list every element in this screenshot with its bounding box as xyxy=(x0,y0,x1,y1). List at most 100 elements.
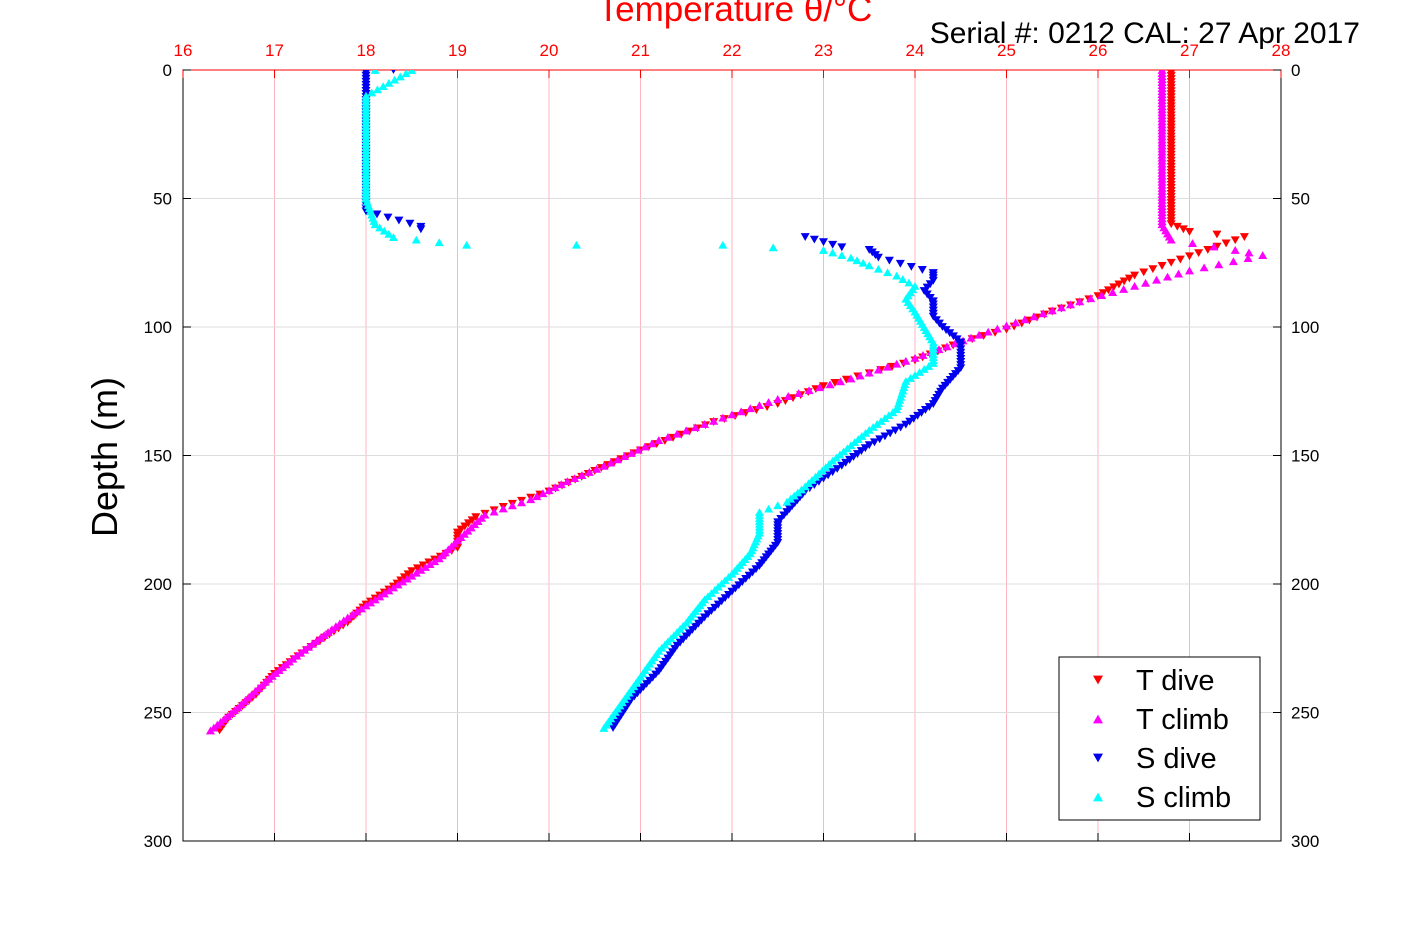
data-point xyxy=(420,563,430,571)
data-point xyxy=(647,439,657,448)
data-point xyxy=(901,356,911,365)
y-tick-label-right: 200 xyxy=(1291,575,1319,594)
data-point xyxy=(367,88,377,97)
data-point xyxy=(405,219,415,228)
data-point xyxy=(411,235,421,244)
data-point xyxy=(347,610,357,619)
data-point xyxy=(905,374,915,382)
data-point xyxy=(966,333,976,342)
data-point xyxy=(1228,257,1238,266)
data-point xyxy=(498,504,508,513)
data-point xyxy=(395,72,405,81)
data-point xyxy=(884,256,894,265)
y-tick-label-left: 0 xyxy=(163,61,172,80)
data-point xyxy=(880,432,890,441)
legend: T dive T climb S dive S climb xyxy=(1058,656,1261,821)
data-point xyxy=(1258,251,1268,259)
data-point xyxy=(383,213,393,222)
y-tick-label-right: 50 xyxy=(1291,190,1310,209)
data-point xyxy=(1166,235,1176,244)
data-point xyxy=(883,268,893,277)
data-point xyxy=(372,85,382,94)
data-point xyxy=(599,724,609,732)
data-point xyxy=(794,389,804,398)
x-tick-label: 18 xyxy=(357,41,376,60)
data-point xyxy=(1011,318,1021,327)
data-point xyxy=(1203,245,1213,254)
data-point xyxy=(942,342,952,351)
data-point xyxy=(352,607,362,616)
data-point xyxy=(1002,321,1011,330)
serial-caption: Serial #: 0212 CAL: 27 Apr 2017 xyxy=(930,17,1360,50)
data-point xyxy=(885,429,895,438)
data-point xyxy=(709,416,719,425)
data-point xyxy=(1108,288,1118,296)
data-point xyxy=(892,359,902,368)
data-point xyxy=(837,243,847,252)
data-point xyxy=(1109,283,1119,292)
data-point xyxy=(654,436,664,444)
data-point xyxy=(672,429,682,438)
data-point xyxy=(690,423,700,432)
data-point xyxy=(1075,297,1085,306)
y-tick-label-left: 100 xyxy=(144,318,172,337)
data-point xyxy=(906,262,916,271)
data-point xyxy=(898,275,908,283)
data-point xyxy=(434,238,444,247)
data-point xyxy=(855,371,865,380)
data-point xyxy=(626,449,636,457)
data-point xyxy=(388,233,398,241)
data-point xyxy=(1185,227,1194,236)
legend-box xyxy=(1058,656,1261,821)
x-tick-label: 21 xyxy=(631,41,650,60)
data-point xyxy=(370,70,380,74)
legend-marker xyxy=(1093,792,1103,802)
data-point xyxy=(507,501,517,510)
data-point xyxy=(633,445,643,454)
x-tick-label: 24 xyxy=(906,41,925,60)
data-point xyxy=(896,423,906,432)
data-point xyxy=(1166,258,1176,267)
data-point xyxy=(526,495,536,504)
data-point xyxy=(875,435,885,444)
data-point xyxy=(928,359,938,367)
y-tick-label-right: 150 xyxy=(1291,447,1319,466)
data-point xyxy=(430,557,440,566)
data-point xyxy=(869,438,879,447)
data-point xyxy=(727,410,737,419)
y-tick-label-left: 300 xyxy=(144,832,172,851)
data-point xyxy=(398,577,408,586)
data-point xyxy=(416,565,426,574)
legend-label: T climb xyxy=(1136,704,1229,736)
data-point xyxy=(384,586,394,595)
x-tick-label: 25 xyxy=(997,41,1016,60)
data-point xyxy=(924,362,934,370)
data-point xyxy=(489,507,499,516)
data-point xyxy=(556,480,566,489)
data-point xyxy=(819,245,828,254)
x-tick-label: 20 xyxy=(540,41,559,60)
data-point xyxy=(532,492,542,501)
data-point xyxy=(1243,254,1253,263)
data-point xyxy=(1188,239,1198,247)
data-point xyxy=(412,564,422,573)
data-point xyxy=(1214,260,1224,269)
data-point xyxy=(1185,266,1194,275)
data-point xyxy=(1148,265,1158,274)
data-point xyxy=(361,601,371,610)
data-point xyxy=(864,261,874,270)
data-point xyxy=(606,458,616,467)
data-point xyxy=(718,413,728,422)
data-point xyxy=(718,240,728,249)
data-point xyxy=(700,420,710,428)
data-point xyxy=(828,468,838,477)
data-point xyxy=(366,598,376,607)
data-point xyxy=(407,571,417,580)
data-point xyxy=(1130,281,1140,290)
data-point xyxy=(1020,315,1030,324)
data-point xyxy=(1230,245,1240,254)
data-point xyxy=(754,401,764,410)
data-point xyxy=(917,266,927,274)
data-point xyxy=(1221,239,1231,248)
data-point xyxy=(544,486,554,495)
